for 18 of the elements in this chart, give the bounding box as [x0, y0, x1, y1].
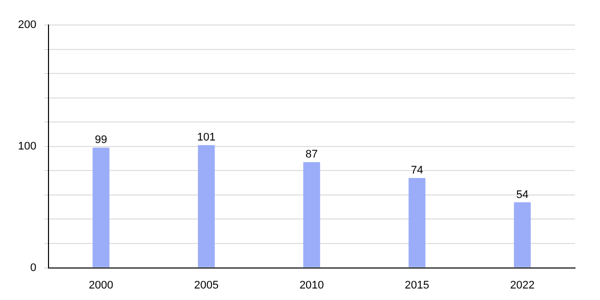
bar — [514, 202, 531, 268]
y-tick-label: 0 — [30, 262, 36, 274]
y-tick-label: 200 — [18, 19, 36, 32]
data-label: 99 — [94, 134, 108, 146]
data-label: 87 — [306, 148, 318, 161]
x-tick-label: 2015 — [404, 279, 430, 292]
data-label: 101 — [197, 132, 216, 144]
bar — [198, 145, 215, 268]
x-tick-label: 2010 — [299, 279, 324, 292]
x-tick-label: 2022 — [510, 279, 535, 292]
bar — [303, 162, 320, 268]
bar — [92, 148, 110, 268]
x-tick-label: 2000 — [88, 279, 114, 292]
y-tick-label: 100 — [18, 140, 36, 152]
x-tick-label: 2005 — [194, 279, 219, 292]
bar — [408, 178, 426, 268]
data-label: 54 — [516, 188, 528, 201]
data-label: 74 — [410, 164, 424, 176]
